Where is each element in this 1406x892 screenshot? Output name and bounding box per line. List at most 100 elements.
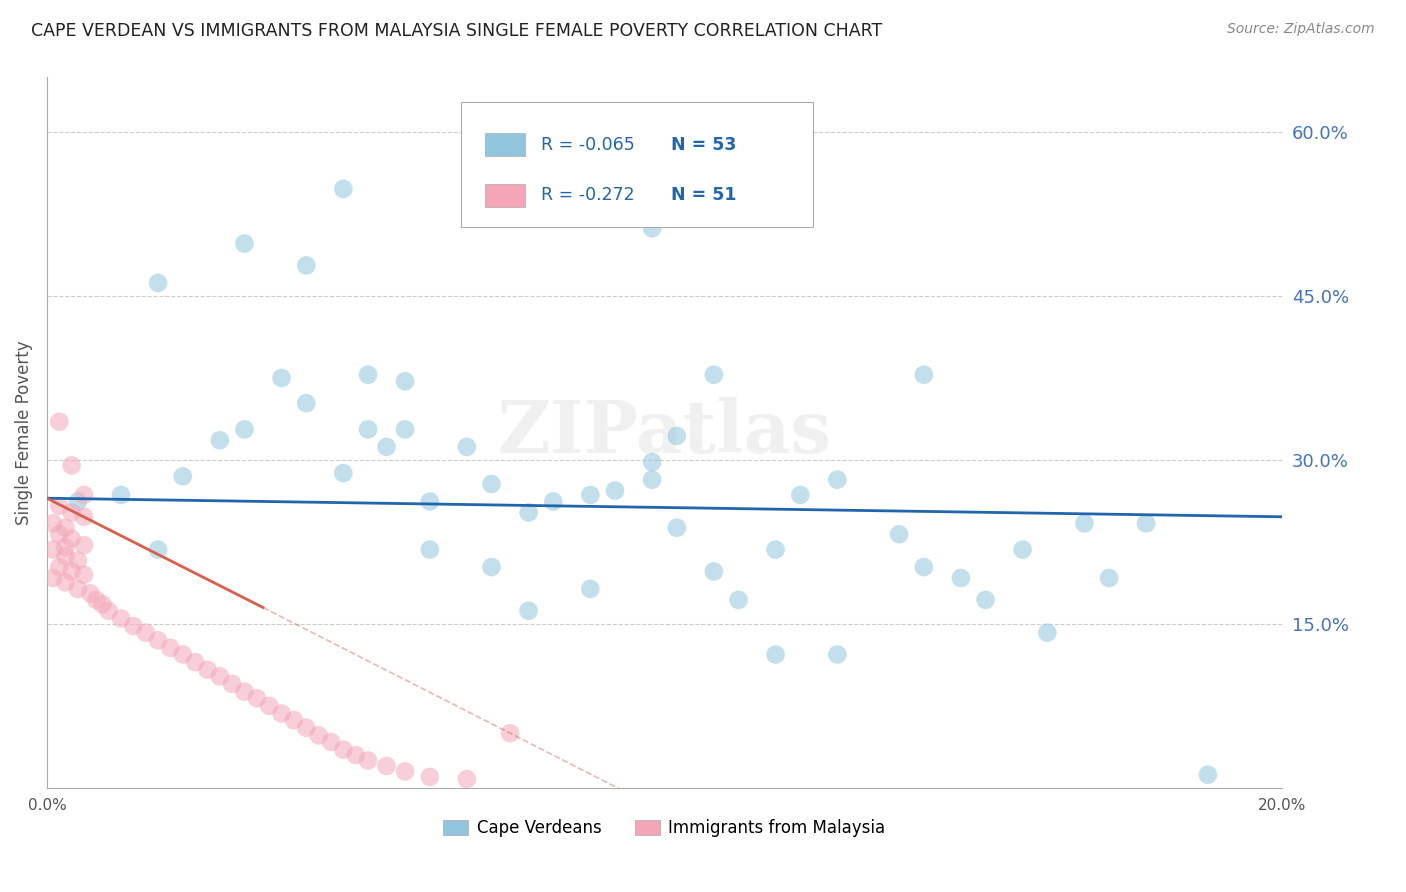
Point [543, 494, 565, 508]
Point [208, 434, 231, 448]
Point [727, 592, 749, 607]
Point [641, 473, 664, 487]
Text: Source: ZipAtlas.com: Source: ZipAtlas.com [1227, 22, 1375, 37]
Point [394, 764, 416, 779]
Point [456, 772, 478, 786]
Point [357, 754, 380, 768]
Point [55, 575, 77, 590]
Point [233, 236, 256, 251]
Point [208, 669, 231, 683]
Point [55, 521, 77, 535]
Point [55, 541, 77, 555]
Point [332, 466, 354, 480]
Point [42, 516, 65, 531]
Point [357, 368, 380, 382]
Point [332, 182, 354, 196]
Point [60, 458, 83, 473]
Point [73, 488, 96, 502]
Point [84, 592, 107, 607]
Point [73, 567, 96, 582]
Point [48, 415, 70, 429]
Point [765, 542, 787, 557]
Point [66, 494, 89, 508]
Point [79, 586, 101, 600]
Point [60, 565, 83, 579]
Point [517, 604, 540, 618]
Point [481, 560, 503, 574]
Point [172, 648, 194, 662]
Point [135, 625, 157, 640]
Y-axis label: Single Female Poverty: Single Female Poverty [15, 341, 32, 525]
Point [319, 735, 342, 749]
Point [233, 684, 256, 698]
Point [110, 488, 132, 502]
Point [641, 221, 664, 235]
Point [73, 509, 96, 524]
Point [60, 532, 83, 546]
Point [308, 728, 330, 742]
Point [827, 648, 849, 662]
Point [42, 542, 65, 557]
Point [949, 571, 972, 585]
Point [703, 368, 725, 382]
Point [394, 422, 416, 436]
Point [146, 276, 169, 290]
Point [703, 565, 725, 579]
Point [579, 488, 602, 502]
Point [394, 374, 416, 388]
Point [481, 477, 503, 491]
Point [1073, 516, 1095, 531]
Point [197, 663, 219, 677]
Point [789, 488, 811, 502]
Point [1197, 768, 1219, 782]
Point [295, 721, 318, 735]
Point [1011, 542, 1033, 557]
Point [344, 747, 367, 762]
Point [456, 440, 478, 454]
Point [48, 560, 70, 574]
Point [827, 473, 849, 487]
Point [357, 422, 380, 436]
Point [233, 422, 256, 436]
Point [641, 455, 664, 469]
Point [221, 677, 243, 691]
Point [257, 698, 280, 713]
Point [91, 597, 114, 611]
Point [48, 499, 70, 513]
Point [184, 655, 207, 669]
Point [912, 560, 935, 574]
FancyBboxPatch shape [485, 133, 524, 156]
Point [295, 396, 318, 410]
Point [66, 553, 89, 567]
Point [159, 640, 181, 655]
Text: CAPE VERDEAN VS IMMIGRANTS FROM MALAYSIA SINGLE FEMALE POVERTY CORRELATION CHART: CAPE VERDEAN VS IMMIGRANTS FROM MALAYSIA… [31, 22, 882, 40]
Point [146, 542, 169, 557]
Text: N = 51: N = 51 [671, 186, 737, 204]
Point [295, 259, 318, 273]
Point [603, 483, 626, 498]
Point [42, 571, 65, 585]
Point [665, 521, 688, 535]
Text: ZIPatlas: ZIPatlas [498, 397, 831, 468]
Point [1135, 516, 1157, 531]
FancyBboxPatch shape [461, 103, 813, 227]
Point [499, 726, 522, 740]
Point [375, 759, 398, 773]
Point [110, 611, 132, 625]
Point [419, 542, 441, 557]
Point [283, 713, 305, 727]
Point [246, 691, 269, 706]
Point [48, 527, 70, 541]
Point [419, 770, 441, 784]
Point [912, 368, 935, 382]
Point [332, 742, 354, 756]
Point [579, 582, 602, 596]
Text: N = 53: N = 53 [671, 136, 735, 153]
Point [97, 604, 120, 618]
Point [60, 505, 83, 519]
Point [887, 527, 910, 541]
Point [765, 648, 787, 662]
Legend: Cape Verdeans, Immigrants from Malaysia: Cape Verdeans, Immigrants from Malaysia [437, 812, 891, 844]
Point [73, 538, 96, 552]
Point [375, 440, 398, 454]
